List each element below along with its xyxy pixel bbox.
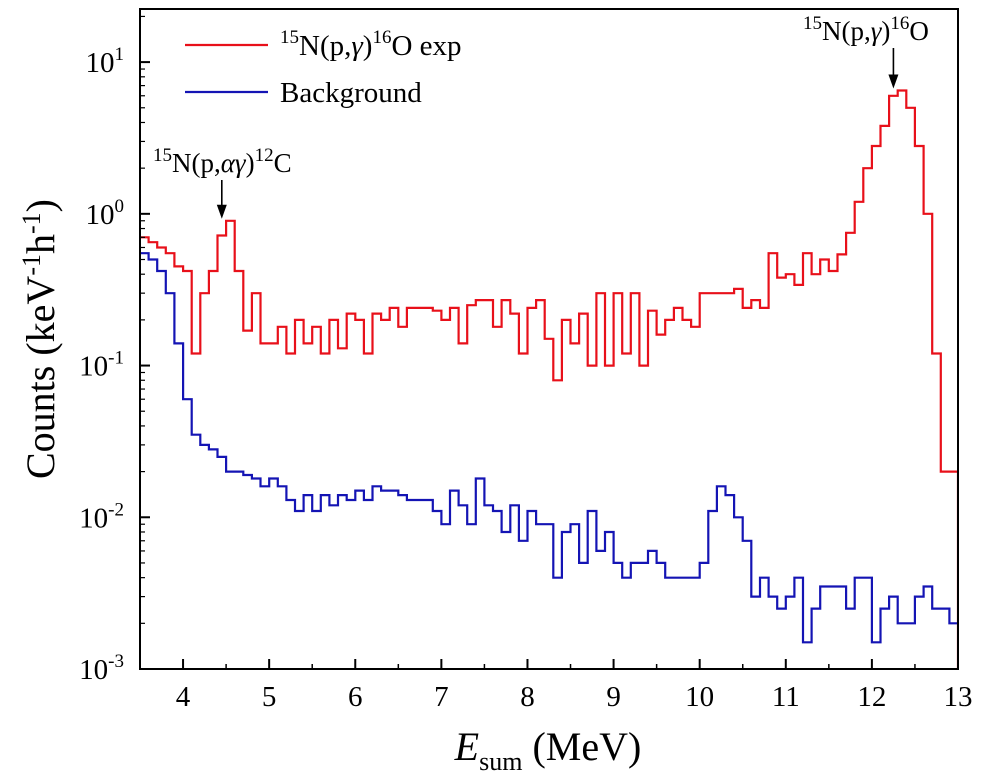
y-tick-label: 10-1: [79, 348, 124, 383]
x-axis-title: Esum (MeV): [454, 724, 642, 776]
x-tick-label: 8: [520, 681, 535, 713]
legend-label-exp: 15N(p,γ)16O exp: [280, 27, 462, 62]
series-line-background: [140, 252, 958, 644]
series-line-exp: [140, 89, 958, 669]
annotation-arrow-head: [216, 204, 227, 219]
x-tick-label: 7: [434, 681, 449, 713]
x-tick-label: 13: [944, 681, 973, 713]
y-tick-label: 100: [86, 196, 125, 231]
y-tick-label: 10-2: [79, 499, 124, 534]
x-tick-label: 6: [348, 681, 363, 713]
annotation-arrow-head: [888, 74, 899, 89]
annotation-arrow-15n-pg-16o: [888, 48, 899, 89]
y-tick-label: 101: [86, 44, 125, 79]
x-tick-label: 5: [262, 681, 277, 713]
x-tick-label: 4: [176, 681, 191, 713]
x-tick-label: 12: [857, 681, 886, 713]
y-tick-label: 10-3: [79, 651, 124, 686]
axis-tick-labels: 4 5 6 7 8 9 10 11 12 13 101 100 10-1 10-2 10-3: [79, 44, 972, 713]
annotation-label-15n-pg-16o: 15N(p,γ)16O: [803, 13, 929, 46]
annotation-arrow-15n-pag-12c: [216, 180, 227, 219]
peak-annotations: 15N(p,αγ)12C 15N(p,γ)16O: [153, 13, 929, 219]
series-layer: [140, 89, 958, 669]
legend: 15N(p,γ)16O exp Background: [185, 27, 462, 109]
plot-frame: [139, 8, 959, 670]
x-tick-label: 11: [772, 681, 800, 713]
y-axis-title: Counts (keV-1h-1): [17, 199, 63, 479]
legend-label-background: Background: [280, 77, 422, 109]
axis-ticks: [139, 15, 959, 670]
x-tick-label: 10: [685, 681, 714, 713]
x-tick-label: 9: [606, 681, 621, 713]
annotation-label-15n-pag-12c: 15N(p,αγ)12C: [153, 145, 292, 178]
